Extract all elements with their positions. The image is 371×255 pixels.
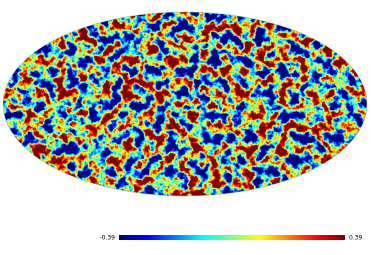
colorbar xyxy=(119,235,345,240)
mollweide-map xyxy=(3,12,367,196)
map-outline xyxy=(2,11,368,197)
colorbar-max-label: 0.39 xyxy=(349,235,363,242)
colorbar-min-label: -0.39 xyxy=(99,235,115,242)
temperature-field xyxy=(3,12,367,196)
